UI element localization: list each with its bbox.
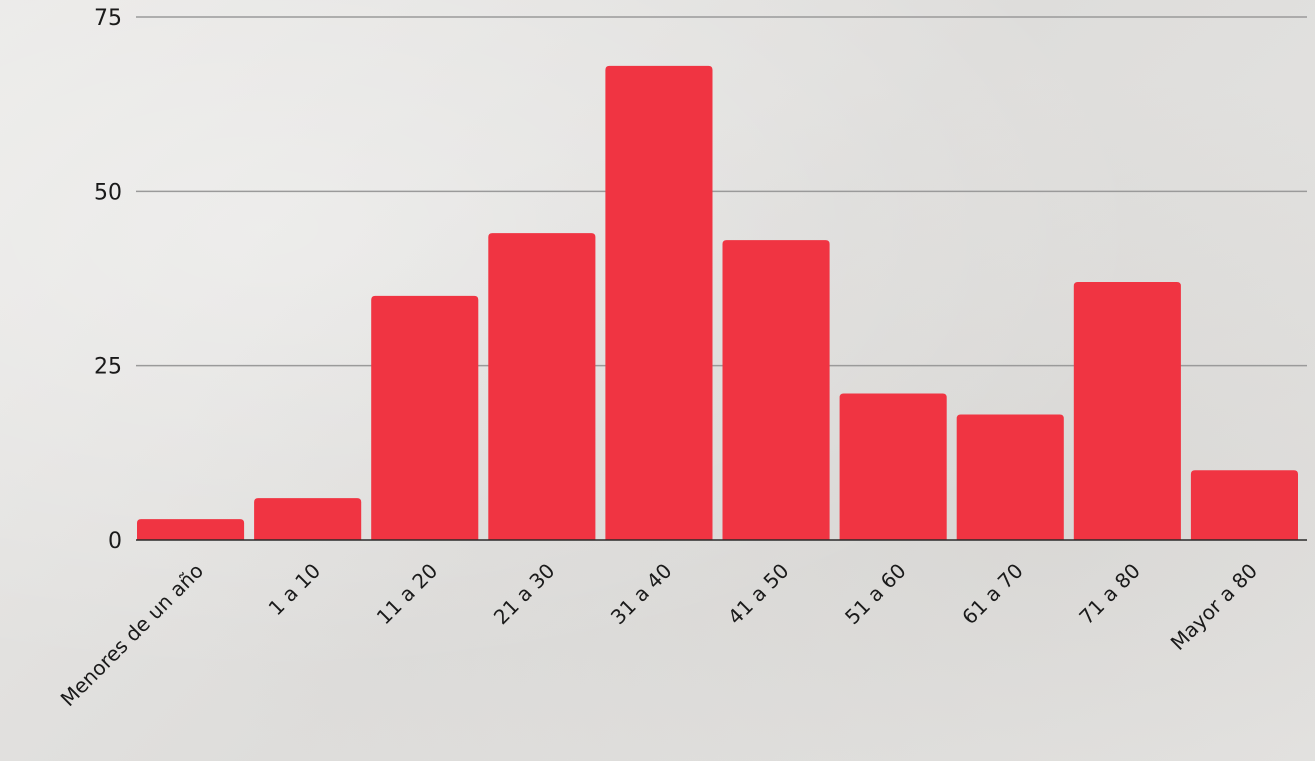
x-tick-label: 51 a 60 [840,559,911,630]
bar-2 [371,295,479,540]
x-tick-label: 61 a 70 [957,559,1028,630]
bar-0 [137,519,245,540]
bar-5 [722,240,830,540]
bar-7 [956,414,1064,540]
y-tick-label: 25 [94,355,122,380]
bar-3 [488,233,596,540]
x-tick-label: 11 a 20 [372,559,443,630]
x-axis-ticks: Menores de un año 1 a 10 11 a 20 21 a 30 31 … [56,559,1262,711]
x-tick-label: Menores de un año [56,559,208,711]
bar-9 [1190,470,1298,540]
x-tick-label: 31 a 40 [606,559,677,630]
bar-6 [839,393,947,540]
x-tick-label: 1 a 10 [264,559,326,621]
x-tick-label: 41 a 50 [723,559,794,630]
x-tick-label: Mayor a 80 [1166,559,1262,655]
x-tick-label: 71 a 80 [1074,559,1145,630]
bar-8 [1073,281,1181,540]
y-tick-label: 0 [108,529,122,554]
y-tick-label: 50 [94,180,122,205]
bar-1 [254,498,362,540]
x-tick-label: 21 a 30 [489,559,560,630]
bars [137,65,1298,541]
y-axis-ticks: 0 25 50 75 [94,6,122,554]
bar-4 [605,65,713,541]
y-tick-label: 75 [94,6,122,31]
